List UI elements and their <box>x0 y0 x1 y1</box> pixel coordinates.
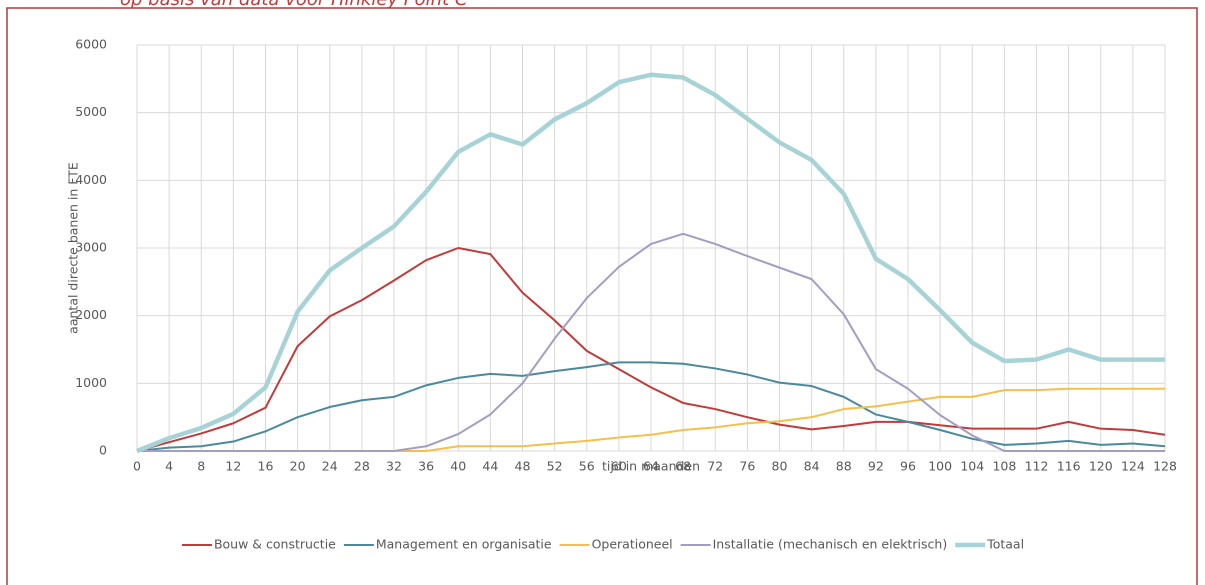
legend-label: Totaal <box>986 537 1024 552</box>
x-tick-label: 72 <box>707 459 723 474</box>
x-tick-label: 28 <box>354 459 370 474</box>
subtitle: op basis van data voor Hinkley Point C <box>120 0 468 10</box>
x-tick-label: 68 <box>675 459 691 474</box>
x-tick-label: 112 <box>1025 459 1049 474</box>
y-axis-label: aantal directe banen in FTE <box>66 162 81 334</box>
frame <box>6 7 1198 585</box>
series-line <box>136 361 1166 452</box>
x-tick-label: 44 <box>482 459 498 474</box>
series-line <box>136 72 1165 454</box>
x-tick-label: 60 <box>611 459 627 474</box>
y-tick-label: 6000 <box>75 37 107 52</box>
legend-label: Bouw & constructie <box>214 537 336 552</box>
x-tick-label: 104 <box>960 459 984 474</box>
x-tick-label: 124 <box>1121 459 1145 474</box>
y-tick-label: 3000 <box>75 240 107 255</box>
legend-item: Totaal <box>955 537 1024 552</box>
x-tick-label: 24 <box>322 459 338 474</box>
x-tick-label: 4 <box>165 459 173 474</box>
x-tick-label: 92 <box>868 459 884 474</box>
x-tick-label: 108 <box>992 459 1016 474</box>
x-tick-label: 120 <box>1089 459 1113 474</box>
x-tick-label: 76 <box>739 459 755 474</box>
legend-item: Operationeel <box>559 537 673 552</box>
x-tick-label: 84 <box>804 459 820 474</box>
legend-item: Installatie (mechanisch en elektrisch) <box>680 537 948 552</box>
x-tick-label: 0 <box>133 459 141 474</box>
y-tick-label: 1000 <box>75 375 107 390</box>
y-tick-label: 2000 <box>75 307 107 322</box>
x-tick-label: 40 <box>450 459 466 474</box>
series-line <box>136 247 1166 452</box>
legend-label: Management en organisatie <box>376 537 552 552</box>
legend-label: Installatie (mechanisch en elektrisch) <box>713 537 948 552</box>
x-tick-label: 20 <box>290 459 306 474</box>
x-tick-label: 36 <box>418 459 434 474</box>
x-tick-label: 48 <box>515 459 531 474</box>
x-tick-label: 88 <box>836 459 852 474</box>
x-tick-label: 128 <box>1153 459 1177 474</box>
legend-item: Bouw & constructie <box>181 537 336 552</box>
series-line <box>137 232 1165 452</box>
x-tick-label: 64 <box>643 459 659 474</box>
legend-item: Management en organisatie <box>343 537 552 552</box>
x-tick-label: 96 <box>900 459 916 474</box>
x-tick-label: 80 <box>772 459 788 474</box>
y-tick-label: 5000 <box>75 104 107 119</box>
legend: Bouw & constructie Management en organisa… <box>181 537 1024 552</box>
x-tick-label: 116 <box>1057 459 1081 474</box>
x-tick-label: 56 <box>579 459 595 474</box>
y-tick-label: 4000 <box>75 172 107 187</box>
x-tick-label: 12 <box>225 459 241 474</box>
x-tick-label: 100 <box>928 459 952 474</box>
x-axis-label: tijd in maanden <box>602 459 700 474</box>
x-tick-label: 16 <box>258 459 274 474</box>
grid <box>136 44 1166 452</box>
x-tick-label: 52 <box>547 459 563 474</box>
x-tick-label: 8 <box>197 459 205 474</box>
y-tick-label: 0 <box>99 443 107 458</box>
x-tick-label: 32 <box>386 459 402 474</box>
legend-label: Operationeel <box>592 537 673 552</box>
